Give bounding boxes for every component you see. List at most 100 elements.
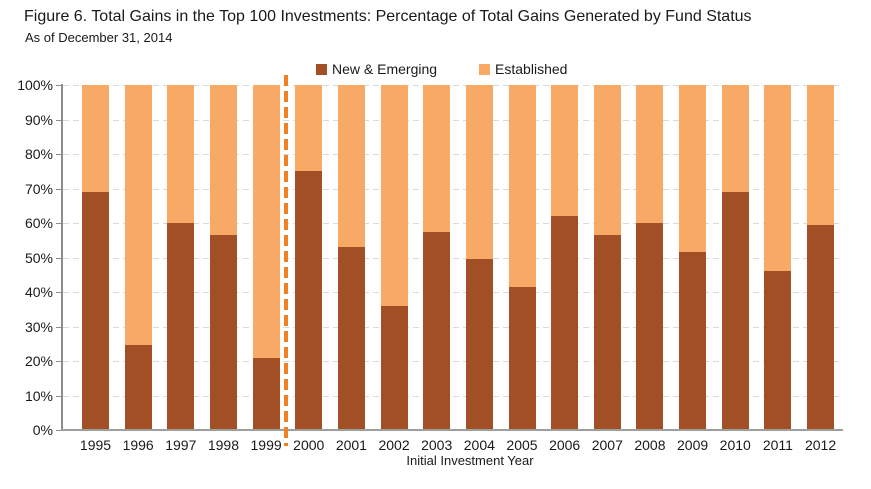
legend-swatch-icon (316, 63, 327, 75)
legend-label: New & Emerging (332, 61, 438, 77)
y-tick-label-50: 50% (24, 249, 53, 266)
x-tick-label-2008: 2008 (634, 437, 666, 453)
bar-established-2001 (337, 85, 365, 248)
y-axis-line (61, 84, 63, 431)
bar-new-emerging-2006 (551, 216, 579, 430)
bar-established-2003 (423, 85, 451, 232)
x-tick-label-1998: 1998 (207, 437, 240, 453)
y-tick-label-70: 70% (24, 180, 53, 197)
x-tick-label-2004: 2004 (463, 437, 495, 453)
x-tick-label-2009: 2009 (677, 437, 709, 453)
y-axis-tick-80 (56, 154, 61, 155)
gridline-100 (63, 85, 843, 86)
bar-new-emerging-2009 (679, 252, 707, 430)
x-tick-label-2006: 2006 (549, 437, 581, 453)
bar-established-1999 (252, 85, 280, 358)
x-axis-title: Initial Investment Year (406, 453, 534, 468)
bar-established-2000 (295, 85, 323, 172)
x-tick-label-2011: 2011 (762, 437, 793, 453)
bar-established-2012 (807, 85, 835, 225)
bar-established-2009 (679, 85, 707, 253)
gridline-60 (63, 223, 843, 224)
gridline-70 (63, 188, 843, 190)
bar-new-emerging-2003 (423, 231, 451, 430)
y-tick-label-60: 60% (24, 215, 53, 231)
gridline-50 (63, 257, 843, 259)
bar-new-emerging-2011 (764, 271, 792, 430)
x-tick-label-1997: 1997 (165, 437, 197, 453)
x-axis-line (61, 429, 843, 431)
bar-new-emerging-2012 (807, 224, 835, 430)
figure-subtitle: As of December 31, 2014 (25, 30, 173, 45)
x-tick-label-1995: 1995 (79, 437, 112, 453)
bar-established-1997 (167, 85, 195, 223)
bar-new-emerging-1996 (124, 345, 152, 430)
y-axis-tick-50 (56, 257, 61, 259)
bar-established-2005 (508, 85, 536, 287)
bar-new-emerging-2001 (337, 247, 365, 430)
y-axis-tick-30 (56, 326, 61, 328)
x-tick-label-2000: 2000 (293, 437, 325, 453)
chart-legend: New & Emerging Established (316, 61, 567, 77)
bar-established-2010 (721, 85, 749, 192)
bar-new-emerging-2008 (636, 223, 664, 430)
bar-established-2011 (764, 85, 792, 272)
x-tick-label-2012: 2012 (804, 437, 837, 453)
legend-item-new-emerging: New & Emerging (316, 61, 437, 77)
bar-new-emerging-1999 (252, 357, 280, 430)
y-axis-tick-60 (56, 223, 61, 224)
y-tick-label-10: 10% (24, 387, 53, 404)
y-axis-tick-100 (56, 85, 61, 86)
bar-new-emerging-2000 (295, 171, 323, 430)
y-axis-tick-0 (56, 430, 61, 431)
legend-swatch-icon (479, 63, 491, 75)
y-tick-label-40: 40% (24, 284, 53, 300)
bar-established-1996 (124, 85, 152, 346)
y-tick-label-100: 100% (17, 77, 53, 93)
bar-new-emerging-2004 (465, 259, 493, 430)
plot-area: 0% 10% 20% 30% 40% 50% 60% 70% 80% 90% 100% 1995 199… (17, 75, 843, 453)
bar-new-emerging-1998 (209, 235, 237, 430)
y-axis-tick-90 (56, 119, 61, 121)
bar-new-emerging-2005 (508, 286, 536, 430)
x-tick-label-1996: 1996 (122, 437, 154, 453)
bar-established-2004 (465, 85, 493, 260)
bar-new-emerging-2010 (721, 191, 749, 430)
y-axis-tick-20 (56, 361, 61, 362)
bar-new-emerging-1997 (167, 223, 195, 430)
bar-new-emerging-2007 (593, 235, 621, 430)
y-tick-label-90: 90% (24, 111, 53, 128)
vintage-divider-line (284, 75, 289, 446)
x-tick-label-2007: 2007 (591, 437, 623, 453)
bar-established-1998 (209, 85, 237, 236)
y-tick-label-20: 20% (24, 353, 53, 369)
bar-established-2002 (380, 85, 408, 306)
gridline-20 (63, 361, 843, 362)
y-axis-tick-10 (56, 395, 61, 397)
bar-new-emerging-2002 (380, 305, 408, 430)
legend-label: Established (495, 61, 568, 77)
x-tick-label-1999: 1999 (250, 437, 282, 453)
legend-item-established: Established (479, 61, 567, 77)
gridline-80 (63, 154, 843, 155)
y-tick-label-0: 0% (32, 422, 53, 438)
figure-title: Figure 6. Total Gains in the Top 100 Inv… (24, 8, 752, 25)
y-axis-tick-40 (56, 292, 61, 293)
x-tick-label-2005: 2005 (506, 437, 538, 453)
bar-established-2008 (636, 85, 664, 223)
bar-established-2006 (551, 85, 579, 217)
x-tick-label-2003: 2003 (421, 437, 453, 453)
gridline-10 (63, 395, 843, 397)
y-tick-label-80: 80% (24, 146, 53, 162)
x-tick-label-2010: 2010 (719, 437, 751, 453)
y-axis-tick-70 (56, 188, 61, 190)
x-tick-label-2001: 2001 (335, 437, 367, 453)
bar-established-2007 (593, 85, 621, 236)
bar-new-emerging-1995 (82, 191, 109, 430)
gridline-90 (63, 119, 843, 121)
gridline-30 (63, 326, 843, 328)
bar-established-1995 (82, 85, 109, 192)
y-tick-label-30: 30% (24, 318, 53, 335)
x-tick-label-2002: 2002 (378, 437, 410, 453)
